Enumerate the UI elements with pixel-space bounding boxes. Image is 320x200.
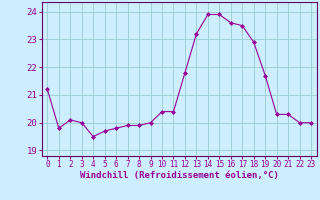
X-axis label: Windchill (Refroidissement éolien,°C): Windchill (Refroidissement éolien,°C) xyxy=(80,171,279,180)
